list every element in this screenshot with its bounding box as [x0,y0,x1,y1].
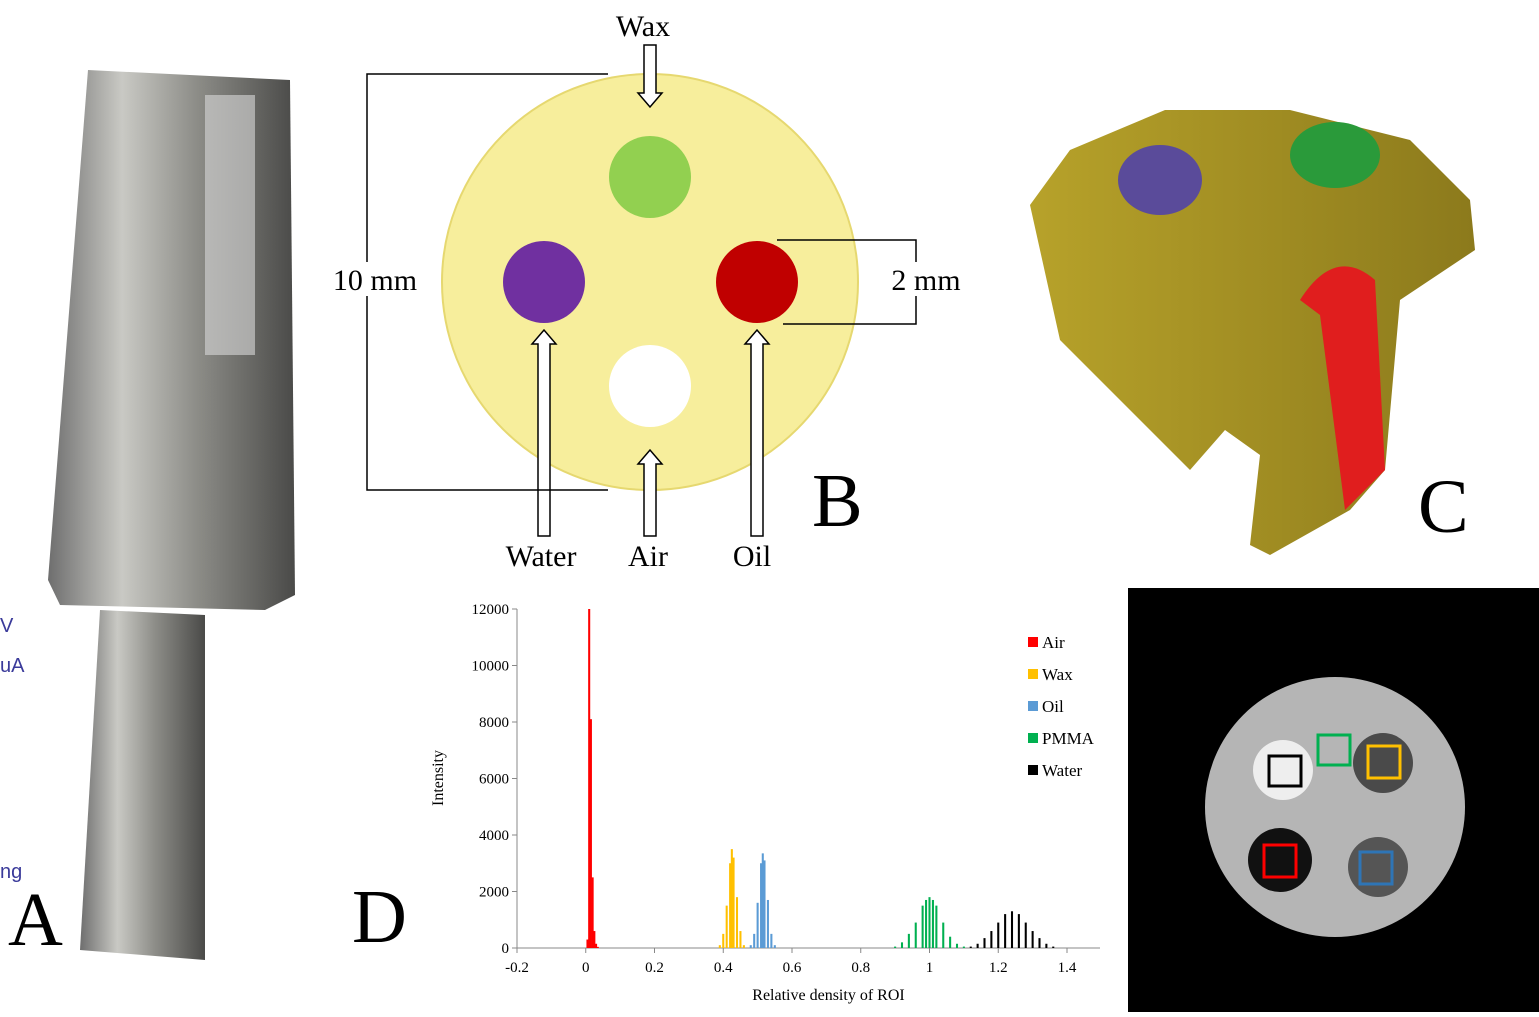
histogram-bar [736,897,738,948]
histogram-bar [719,945,721,948]
y-tick-label: 6000 [479,772,509,788]
label: 2 mm [891,264,960,297]
histogram-bar [722,934,724,948]
render-hole [1290,122,1380,188]
histogram-bar [1032,931,1034,948]
y-tick-label: 8000 [479,715,509,731]
ct-hole [1348,837,1408,897]
y-tick-label: 2000 [479,885,509,901]
legend-label: Oil [1042,697,1064,716]
histogram-bar [949,937,951,948]
panel-letter: D [352,875,407,959]
histogram-bar [753,934,755,948]
histogram-bar [963,947,965,948]
histogram-bar [774,945,776,948]
legend-swatch [1028,733,1038,743]
histogram-bar [1025,923,1027,948]
histogram-bar [956,944,958,948]
label: Oil [733,540,771,573]
histogram-bar [997,923,999,948]
figure: V uA ng A Wax 10 mm 2 mm Water Air Oil B… [0,0,1539,1012]
cut-text: V [0,615,14,637]
hole [716,241,798,323]
y-tick-label: 12000 [472,602,510,618]
histogram-bar [1038,938,1040,948]
histogram-bar [1045,944,1047,948]
ct-phantom [1205,677,1465,937]
histogram-bar [915,923,917,948]
histogram-bar [977,944,979,948]
x-tick-label: 1.2 [989,960,1008,976]
legend-label: Air [1042,633,1065,652]
label: Wax [616,10,670,43]
label: Air [628,540,668,573]
x-tick-label: 0.8 [851,960,870,976]
histogram-bar [908,934,910,948]
histogram-bar [1011,911,1013,948]
histogram-bar [932,900,934,948]
ct-hole [1253,740,1313,800]
x-tick-label: -0.2 [505,960,529,976]
x-tick-label: 0.2 [645,960,664,976]
channel [205,95,255,355]
render-hole [1118,145,1202,215]
histogram-bar [970,947,972,948]
y-tick-label: 0 [502,941,510,957]
panel-letter: C [1418,465,1469,549]
legend-swatch [1028,701,1038,711]
x-tick-label: 0.4 [714,960,733,976]
hole [609,345,691,427]
histogram-bar [763,860,765,948]
histogram-bar [757,903,759,948]
histogram-bar [1004,914,1006,948]
histogram-bar [928,897,930,948]
histogram-bar [925,900,927,948]
histogram-bar [901,942,903,948]
cut-text: uA [0,655,25,677]
panel-letter: A [8,878,63,962]
x-axis-label: Relative density of ROI [752,987,904,1004]
legend-swatch [1028,669,1038,679]
histogram-bar [767,900,769,948]
legend-label: Wax [1042,665,1073,684]
histogram-bar [750,945,752,948]
histogram-bar [733,858,735,948]
legend-label: Water [1042,761,1082,780]
histogram-bar [1052,947,1054,948]
y-tick-label: 4000 [479,828,509,844]
histogram-bar [739,931,741,948]
ct-hole [1353,733,1413,793]
legend-swatch [1028,637,1038,647]
x-tick-label: 0.6 [783,960,802,976]
histogram-bar [935,906,937,948]
legend-swatch [1028,765,1038,775]
specimen-body [48,70,295,610]
label: 10 mm [333,264,417,297]
x-tick-label: 1 [926,960,934,976]
histogram-bar [942,923,944,948]
x-tick-label: 1.4 [1058,960,1077,976]
histogram-bar [597,947,599,948]
histogram-bar [983,938,985,948]
histogram-bar [894,947,896,948]
hole [609,136,691,218]
specimen-stem [80,610,205,960]
histogram-bar [743,945,745,948]
x-tick-label: 0 [582,960,590,976]
ct-hole [1248,828,1312,892]
histogram-bar [990,931,992,948]
histogram-bar [922,906,924,948]
histogram-bar [726,906,728,948]
y-tick-label: 10000 [472,659,510,675]
histogram-bar [770,934,772,948]
legend-label: PMMA [1042,729,1095,748]
render-body [1030,110,1475,555]
panel-letter: B [812,459,863,543]
histogram-bar [1018,914,1020,948]
page: V uA ng A Wax 10 mm 2 mm Water Air Oil B… [0,0,1539,1012]
hole [503,241,585,323]
label: Water [506,540,577,573]
y-axis-label: Intensity [430,750,447,806]
